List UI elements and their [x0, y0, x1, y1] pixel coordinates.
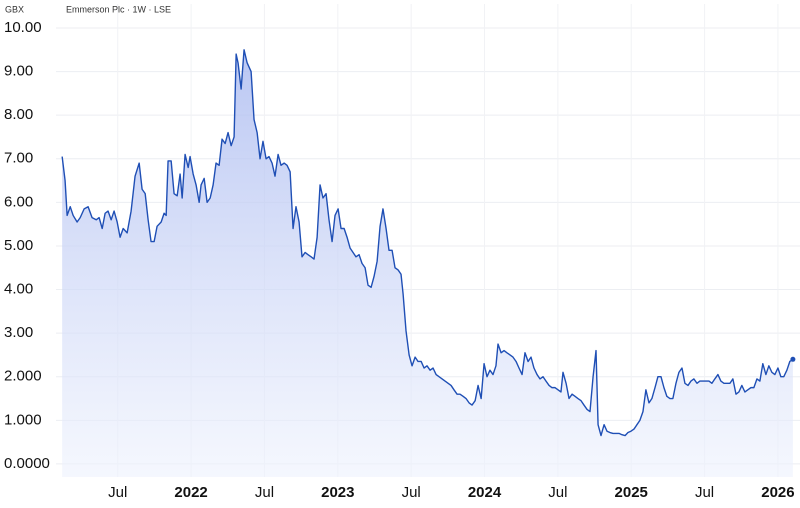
y-tick-label: 5.00	[4, 237, 33, 254]
chart-title: Emmerson Plc · 1W · LSE	[66, 4, 171, 14]
x-tick-label: Jul	[548, 484, 567, 501]
x-tick-label: 2022	[174, 484, 207, 501]
x-tick-label: 2025	[615, 484, 648, 501]
y-tick-label: 6.00	[4, 193, 33, 210]
x-tick-label: 2024	[468, 484, 502, 501]
y-tick-label: 2.000	[4, 368, 42, 385]
area-fill	[62, 49, 793, 478]
x-tick-label: Jul	[108, 484, 127, 501]
price-line	[61, 49, 794, 437]
y-tick-label: 1.000	[4, 411, 42, 428]
y-tick-label: 0.0000	[4, 455, 50, 472]
y-tick-label: 9.00	[4, 63, 33, 80]
plot	[61, 49, 796, 478]
y-tick-label: 7.00	[4, 150, 33, 167]
y-tick-label: 8.00	[4, 106, 33, 123]
unit-label: GBX	[5, 4, 24, 14]
y-tick-label: 4.00	[4, 281, 33, 298]
x-tick-label: 2026	[761, 484, 794, 501]
x-tick-label: 2023	[321, 484, 354, 501]
last-point	[790, 356, 796, 362]
y-tick-label: 3.00	[4, 324, 33, 341]
x-tick-label: Jul	[402, 484, 421, 501]
y-tick-label: 10.00	[4, 19, 42, 36]
x-tick-label: Jul	[255, 484, 274, 501]
x-tick-label: Jul	[695, 484, 714, 501]
